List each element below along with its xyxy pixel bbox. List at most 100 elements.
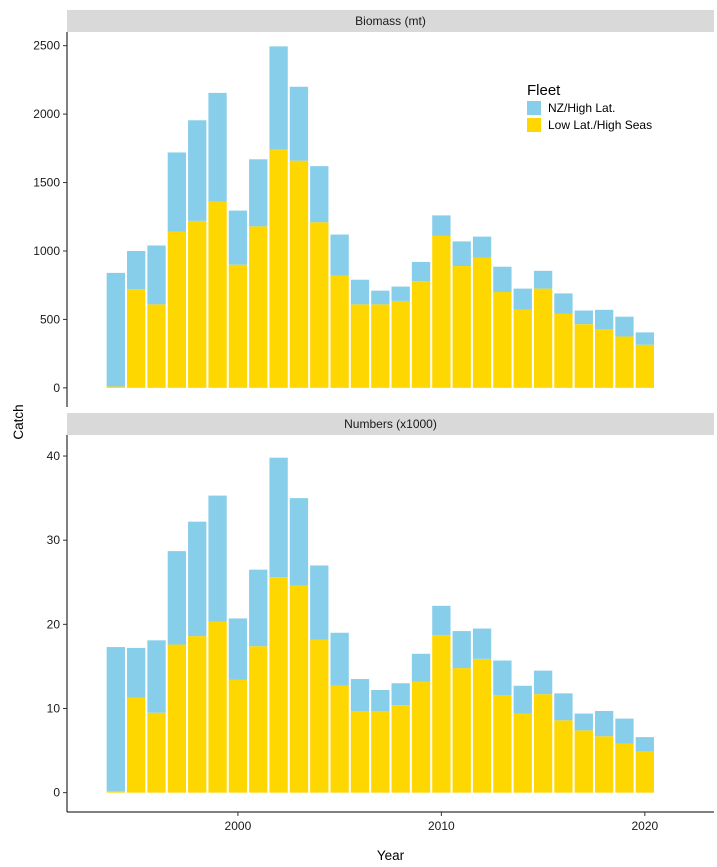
bar [167,152,187,232]
bar [228,264,248,388]
bar [147,640,166,713]
bar [615,718,634,744]
bar [106,647,125,791]
bar [269,457,288,578]
bar [371,711,390,793]
bar [391,300,410,388]
legend-key [527,118,541,132]
bar [391,286,410,301]
bar [350,279,370,305]
bar [249,646,268,793]
bar [533,694,553,793]
panel-strip-title: Biomass (mt) [355,14,426,28]
bar [432,605,451,636]
bar [452,266,471,388]
bar [310,222,329,388]
bar [310,166,329,223]
bar [188,636,207,793]
x-tick-label: 2010 [428,819,455,833]
bar [350,679,370,712]
bar [106,272,125,387]
bar [269,577,288,793]
bar [167,644,187,793]
y-tick-label: 10 [47,701,61,715]
bar [269,149,288,388]
bar [127,250,146,290]
bar [371,689,390,712]
bar [615,316,634,337]
bar [330,234,349,276]
bar [147,304,166,388]
bar [493,292,512,388]
bar [472,658,492,793]
bar [228,210,248,265]
bar [391,705,410,793]
x-tick-label: 2020 [631,819,658,833]
bar [289,498,309,586]
bar [330,275,349,388]
bar [432,635,451,793]
bar [513,713,532,793]
bar [452,241,471,267]
x-tick-label: 2000 [225,819,252,833]
bar [188,220,207,388]
bar [472,628,492,659]
bar [310,639,329,793]
legend: Fleet NZ/High Lat. Low Lat./High Seas [527,82,652,132]
y-tick-label: 30 [47,533,61,547]
bar [350,711,370,793]
bar [493,695,512,793]
y-tick-label: 2000 [33,107,60,121]
bar [208,92,227,202]
bar [533,270,553,289]
bar [615,336,634,388]
bar [513,685,532,714]
y-tick-label: 500 [40,312,60,326]
bar [289,160,309,388]
bar [635,751,654,793]
bar [594,711,614,737]
bar [127,647,146,698]
bar [411,261,431,282]
y-tick-label: 1000 [33,244,60,258]
bar [208,621,227,793]
bar [493,660,512,696]
bar [533,670,553,695]
legend-title: Fleet [527,82,561,99]
bar [330,685,349,793]
y-tick-label: 2500 [33,39,60,53]
legend-items: NZ/High Lat. Low Lat./High Seas [527,101,652,132]
bar [330,632,349,686]
bar [208,495,227,622]
bar [554,313,573,388]
bar [432,215,451,236]
bar [554,293,573,314]
panels: Biomass (mt) 0 500 1000 1500 2000 2500 Numbers … [33,10,714,812]
bar [472,257,492,388]
bar [594,309,614,329]
bar [371,290,390,305]
bar [127,289,146,388]
bar [574,310,593,325]
bar [472,236,492,258]
panel-1: Biomass (mt) 0 500 1000 1500 2000 2500 [33,10,714,407]
bar [371,304,390,388]
bar [188,521,207,637]
bar [635,344,654,388]
bar [289,585,309,793]
bar [594,736,614,793]
bar [106,386,125,388]
bar [208,201,227,388]
y-axis-title: Catch [11,404,26,439]
bar [574,730,593,793]
bar [228,679,248,793]
y-tick-label: 0 [53,786,60,800]
bar [574,713,593,731]
bar [594,328,614,388]
y-tick-label: 40 [47,449,61,463]
y-tick-label: 0 [53,381,60,395]
panel-strip [67,10,714,32]
bar [513,309,532,388]
bar [635,737,654,752]
